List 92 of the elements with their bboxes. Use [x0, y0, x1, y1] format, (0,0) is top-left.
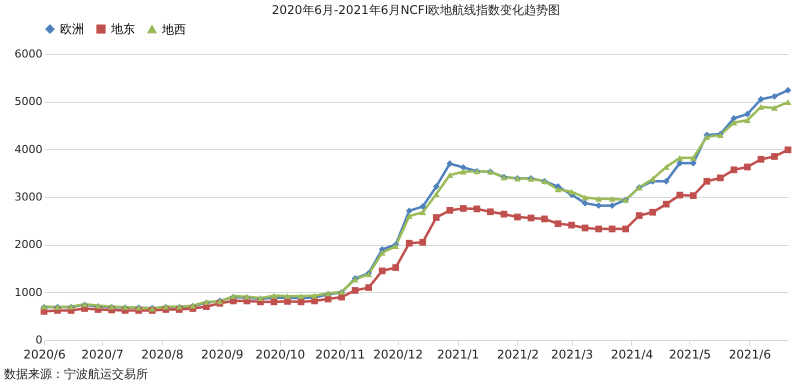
point: [378, 268, 386, 274]
point: [771, 153, 778, 160]
point: [744, 110, 751, 118]
legend-label: 地东: [110, 22, 135, 36]
point: [378, 250, 386, 256]
point: [568, 188, 575, 195]
point: [432, 214, 440, 221]
point: [406, 213, 413, 219]
point: [690, 192, 697, 199]
point: [298, 298, 304, 306]
x-tick-label: 2021/6: [728, 348, 771, 362]
point: [784, 86, 792, 94]
y-tick-label: 6000: [14, 48, 42, 60]
point: [608, 202, 616, 209]
x-tick-label: 2020/7: [81, 348, 124, 362]
x-tick-label: 2021/1: [436, 348, 480, 362]
x-tick-label: 2020/9: [201, 348, 244, 362]
y-tick-label: 3000: [14, 190, 42, 204]
source-note: 数据来源：宁波航运交易所: [4, 366, 148, 383]
point: [446, 206, 454, 214]
point: [703, 178, 710, 185]
point: [474, 206, 480, 212]
point: [595, 202, 602, 209]
point: [446, 172, 454, 178]
point: [784, 99, 792, 106]
y-tick-label: 0: [36, 334, 42, 346]
point: [595, 226, 602, 232]
y-tick-label: 4000: [14, 142, 42, 156]
point: [690, 155, 697, 161]
point: [703, 134, 710, 140]
point: [676, 160, 684, 167]
y-tick-label: 2000: [14, 238, 42, 252]
point: [270, 298, 278, 306]
point: [460, 205, 467, 212]
x-tick-label: 2020/11: [315, 348, 366, 362]
point: [432, 183, 440, 190]
point: [636, 212, 643, 219]
x-tick-label: 2021/4: [610, 348, 654, 362]
point: [595, 196, 602, 202]
point: [500, 210, 508, 218]
point: [487, 208, 494, 216]
point: [649, 208, 656, 216]
point: [554, 186, 562, 192]
point: [758, 96, 764, 103]
point: [541, 216, 548, 222]
x-tick-label: 2020/6: [23, 348, 66, 362]
point: [568, 222, 575, 228]
point: [582, 194, 588, 200]
point: [446, 160, 454, 167]
point: [419, 203, 426, 210]
point: [419, 238, 426, 246]
point: [744, 164, 751, 170]
y-tick-label: 1000: [14, 286, 42, 299]
point: [582, 224, 588, 232]
legend-label: 地西: [161, 22, 186, 36]
point: [432, 191, 440, 198]
point: [730, 114, 738, 122]
y-tick-label: 5000: [14, 95, 42, 108]
point: [608, 196, 616, 202]
x-tick-label: 2021/3: [550, 348, 594, 362]
x-tick-label: 2020/12: [373, 348, 424, 362]
point: [554, 220, 562, 228]
point: [406, 240, 413, 247]
x-tick-label: 2021/2: [496, 348, 540, 362]
x-tick-label: 2020/10: [255, 348, 306, 362]
point: [460, 164, 467, 171]
point: [730, 166, 738, 174]
point: [758, 156, 764, 163]
x-tick-label: 2021/5: [668, 348, 712, 362]
point: [392, 264, 400, 271]
legend-label: 欧洲: [60, 22, 84, 36]
point: [717, 174, 724, 182]
point: [784, 146, 792, 154]
chart-title: 2020年6月-2021年6月NCFI欧地航线指数变化趋势图: [272, 3, 560, 17]
point: [744, 117, 751, 124]
point: [460, 168, 467, 175]
point: [514, 214, 521, 220]
point: [324, 296, 332, 302]
point: [365, 284, 372, 291]
point: [676, 192, 684, 198]
point: [582, 200, 588, 207]
point: [662, 200, 670, 208]
point: [649, 176, 656, 182]
point: [622, 226, 630, 232]
point: [771, 104, 778, 111]
point: [419, 209, 426, 216]
x-tick-label: 2020/8: [141, 348, 184, 362]
point: [528, 214, 534, 222]
point: [406, 207, 413, 214]
point: [352, 287, 358, 294]
point: [608, 226, 616, 232]
point: [771, 93, 778, 100]
